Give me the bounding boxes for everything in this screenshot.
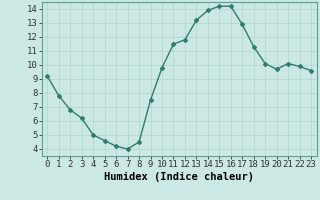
X-axis label: Humidex (Indice chaleur): Humidex (Indice chaleur) (104, 172, 254, 182)
